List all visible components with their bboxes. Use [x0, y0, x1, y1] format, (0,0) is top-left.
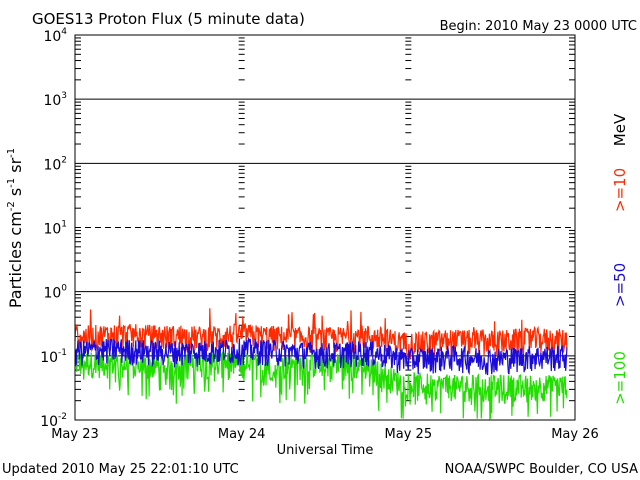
x-tick-label: May 23 — [51, 427, 99, 442]
y-tick-label: 101 — [43, 220, 67, 238]
y-axis-label: Particles cm-2 s-1 sr-1 — [6, 148, 25, 308]
plot-frame — [74, 34, 576, 421]
y-tick-label: 104 — [43, 27, 67, 45]
x-tick-label: May 26 — [551, 427, 599, 442]
credit-label: NOAA/SWPC Boulder, CO USA — [445, 462, 638, 477]
series-line-1 — [74, 336, 568, 376]
unit-label: MeV — [611, 113, 629, 146]
y-tick-label: 10-1 — [40, 348, 67, 366]
legend-entry: >=50 — [611, 263, 629, 307]
y-tick-label: 102 — [43, 155, 67, 173]
x-axis-label: Universal Time — [277, 443, 374, 458]
legend: MeV >=10 >=50 >=100 — [611, 113, 629, 405]
y-tick-labels: 10-2 10-1 100 101 102 103 104 — [40, 27, 67, 430]
y-tick-label: 103 — [43, 91, 67, 109]
data-layer — [74, 308, 568, 421]
y-tick-label: 100 — [43, 284, 67, 302]
x-tick-label: May 24 — [218, 427, 266, 442]
y-tick-label: 10-2 — [40, 412, 67, 430]
begin-label: Begin: 2010 May 23 0000 UTC — [440, 19, 637, 34]
x-tick-label: May 25 — [385, 427, 433, 442]
series-line-2 — [74, 351, 568, 421]
chart-title: GOES13 Proton Flux (5 minute data) — [32, 10, 305, 28]
legend-entry: >=10 — [611, 168, 629, 212]
series-line-0 — [74, 308, 568, 362]
legend-entry: >=100 — [611, 351, 629, 405]
x-tick-labels: May 23 May 24 May 25 May 26 — [51, 427, 599, 442]
grid-layer — [75, 37, 575, 402]
updated-label: Updated 2010 May 25 22:01:10 UTC — [2, 462, 239, 477]
